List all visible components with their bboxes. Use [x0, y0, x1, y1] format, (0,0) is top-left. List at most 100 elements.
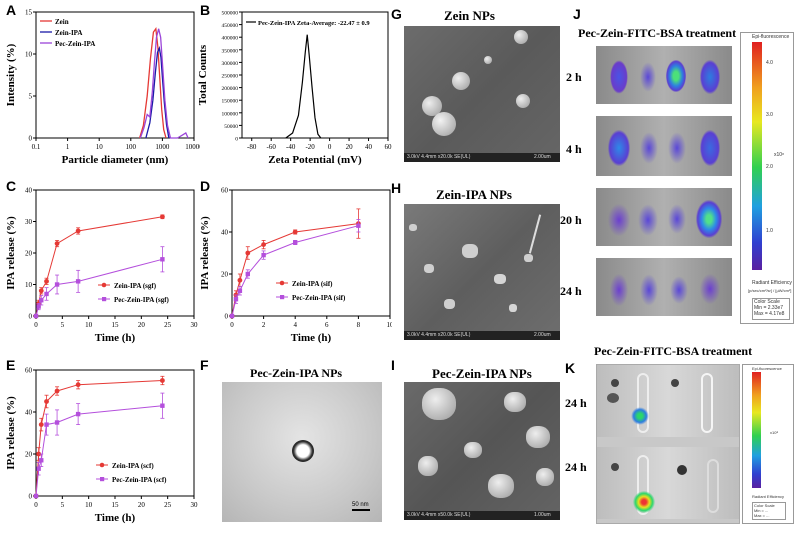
y-tick-label: 0: [29, 135, 33, 143]
series-line-pec-zein-ipa: [139, 28, 189, 139]
y-tick-label: 40: [221, 229, 229, 237]
intestine-icon: [637, 455, 649, 515]
y-tick-label: 0: [29, 313, 33, 321]
organ-images-k: [596, 364, 740, 524]
y-axis-label: Intensity (%): [5, 43, 17, 106]
legend-marker: [99, 462, 105, 468]
legend-label: Pec-Zein-IPA (sgf): [114, 296, 170, 304]
plot-frame: [35, 11, 195, 139]
y-tick-label: 400000: [222, 36, 239, 42]
x-tick-label: 20: [346, 143, 354, 151]
particle-icon: [509, 304, 517, 312]
fluorescence-spot-icon: [640, 132, 658, 164]
colorbar-panel-k: [742, 364, 794, 524]
sem-scale-g: 2.00um: [534, 154, 551, 160]
particle-icon: [516, 94, 530, 108]
colorbar-tick: 2.0: [766, 164, 773, 170]
sem-info-bar: [404, 331, 560, 340]
y-tick-label: 40: [25, 187, 33, 195]
sem-image-h: 3.0kV 4.4mm x20.0k SE(UL) 2.00um: [404, 204, 560, 340]
x-tick-label: 25: [164, 501, 172, 509]
intestine-icon: [637, 373, 649, 433]
x-tick-label: 15: [112, 321, 120, 329]
chart-c-release-sgf: 0 5 10 15 20 25 30 0 10 20 30 40 Time (h) IPA release…: [5, 187, 198, 345]
panel-label-e: E: [6, 357, 16, 373]
data-point: [75, 228, 81, 234]
mice-image-2h: [596, 46, 732, 104]
x-tick-label: -40: [286, 143, 296, 151]
imaging-row-label: 20 h: [560, 213, 582, 227]
y-tick-label: 60: [221, 187, 229, 195]
y-tick-label: 5: [29, 93, 33, 101]
x-tick-label: 8: [357, 321, 361, 329]
imaging-row-label: 4 h: [566, 142, 582, 156]
data-point: [75, 382, 81, 388]
x-tick-label: 30: [191, 501, 199, 509]
data-point: [36, 304, 41, 309]
y-tick-label: 40: [25, 409, 33, 417]
colorbar-panel-j: [740, 32, 794, 324]
color-scale-label: Color Scale: [754, 503, 775, 508]
data-point: [293, 240, 298, 245]
data-point: [54, 388, 60, 394]
imaging-row-label: 24 h: [565, 460, 587, 474]
x-tick-label: 20: [138, 501, 146, 509]
particle-icon: [504, 392, 526, 412]
organ-icon: [677, 465, 687, 475]
particle-icon: [524, 254, 533, 262]
x-tick-label: -80: [247, 143, 257, 151]
data-point: [160, 257, 165, 262]
y-tick-label: 250000: [222, 74, 239, 80]
legend-label: Pec-Zein-IPA (scf): [112, 476, 167, 484]
y-tick-label: 20: [25, 451, 33, 459]
data-point: [44, 291, 49, 297]
y-tick-label: 350000: [222, 48, 239, 54]
data-point: [160, 214, 165, 220]
fluorescence-spot-icon: [668, 204, 686, 234]
fluorescence-spot-icon: [670, 276, 688, 304]
data-point: [33, 493, 39, 499]
organ-icon: [611, 379, 619, 387]
particle-icon: [422, 388, 456, 420]
y-axis-label: IPA release (%): [199, 216, 211, 290]
data-point: [39, 298, 44, 303]
legend-label: Pec-Zein-IPA: [55, 40, 95, 48]
y-tick-label: 150000: [222, 99, 239, 105]
data-point: [160, 403, 165, 408]
data-point: [39, 458, 44, 463]
plot-frame: [231, 189, 391, 317]
panel-label-g: G: [391, 6, 402, 22]
legend-label: Zein-IPA (sif): [292, 280, 333, 288]
y-axis-label: IPA release (%): [5, 396, 17, 470]
data-point: [237, 277, 243, 283]
chart-b-zeta-potential: -80 -60 -40 -20 0 20 40 60 0 50000 100000 150000 200…: [197, 11, 392, 167]
organ-image-row-1: [597, 365, 739, 437]
fiber-icon: [528, 214, 542, 254]
x-tick-label: 0: [34, 501, 38, 509]
series-line: [231, 225, 359, 317]
particle-icon: [494, 274, 506, 284]
sem-info-g: 3.0kV 4.4mm x20.0k SE(UL): [407, 154, 471, 160]
x-tick-label: -60: [267, 143, 277, 151]
sem-image-i: 3.0kV 4.4mm x50.0k SE(UL) 1.00um: [404, 382, 560, 520]
x-tick-label: 1000: [155, 143, 170, 151]
legend-marker: [102, 297, 107, 302]
particle-icon: [422, 96, 442, 116]
x-tick-label: 0: [328, 143, 332, 151]
y-tick-label: 20: [221, 271, 229, 279]
color-scale-label: Color Scale: [754, 299, 780, 305]
particle-icon: [464, 442, 482, 458]
legend-marker: [280, 295, 285, 300]
fluorescence-spot-icon: [608, 204, 630, 236]
imaging-title-k: Pec-Zein-FITC-BSA treatment: [594, 344, 753, 358]
particle-icon: [488, 474, 514, 498]
legend-label: Pec-Zein-IPA Zeta-Average: -22.47 ± 0.9: [258, 20, 370, 27]
data-point: [160, 378, 165, 383]
fluorescence-spot-icon: [700, 130, 720, 166]
data-point: [233, 297, 239, 302]
x-tick-label: 25: [164, 321, 172, 329]
x-tick-label: 15: [112, 501, 120, 509]
colorbar-header: Epi-fluorescence: [752, 34, 790, 40]
colorbar-header: Epi-fluorescence: [752, 366, 782, 371]
panel-label-b: B: [200, 2, 211, 18]
